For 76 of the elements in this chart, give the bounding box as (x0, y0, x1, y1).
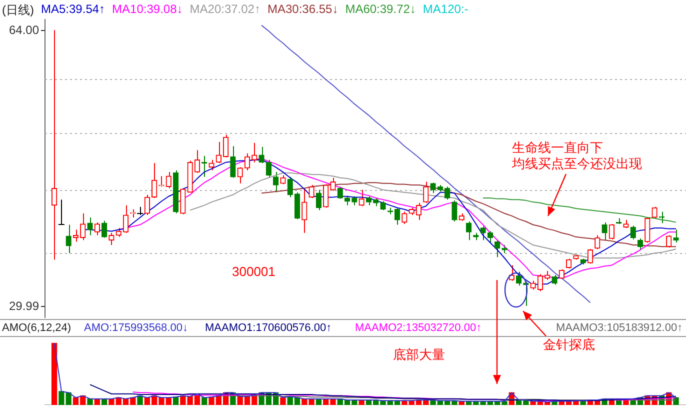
candlestick (452, 200, 458, 222)
candlestick (402, 211, 408, 224)
candlestick (266, 159, 272, 178)
candlestick (66, 224, 72, 254)
candlestick (494, 240, 500, 258)
candlestick (602, 222, 608, 241)
candlestick (430, 182, 436, 194)
text: MA10:39.08↓ (112, 2, 183, 19)
candlestick (166, 172, 172, 189)
bar (87, 398, 93, 405)
candlestick (208, 159, 214, 171)
candlestick (244, 152, 250, 171)
chart-title: AMO(6,12,24) (2, 322, 72, 334)
candlestick (152, 162, 158, 198)
candlestick (594, 234, 600, 250)
candlestick (158, 176, 164, 188)
candlestick (108, 232, 114, 246)
annotation: 均线买点至今还没出现 (512, 155, 642, 173)
candlestick (302, 188, 308, 234)
annotation: 300001 (232, 264, 276, 279)
text: MAAMO2:135032720.00↑ (355, 322, 482, 334)
candlestick (230, 146, 236, 178)
bar (51, 342, 58, 405)
text: AMO:175993568.00↓ (84, 322, 188, 334)
candlestick (237, 166, 243, 184)
candlestick (323, 184, 329, 208)
candlestick (666, 234, 672, 248)
candlestick (552, 274, 558, 286)
y-tick-label: 64.00 (8, 22, 40, 37)
candlestick (608, 223, 615, 240)
candlestick (566, 258, 572, 270)
candlestick (101, 220, 108, 238)
bar (202, 397, 208, 405)
text: MA20:37.02↑ (190, 2, 260, 19)
candlestick (222, 134, 229, 158)
candlestick (87, 216, 93, 236)
candlestick (58, 199, 65, 225)
candlestick (316, 189, 322, 211)
candlestick (308, 184, 314, 198)
candlestick (258, 146, 264, 164)
candlestick (80, 212, 86, 241)
candlestick (658, 211, 665, 224)
candlestick (216, 142, 222, 164)
candlestick (466, 221, 472, 241)
candlestick (51, 30, 58, 260)
candlestick (294, 192, 300, 220)
candlestick (337, 186, 343, 200)
candlestick (194, 150, 200, 174)
candlestick (252, 142, 258, 163)
candlestick (423, 181, 429, 204)
candlestick (416, 202, 422, 220)
candlestick (487, 230, 494, 244)
bar (280, 397, 286, 405)
candlestick (94, 222, 100, 236)
annotation: 生命线一直向下 (512, 139, 603, 157)
candlestick (587, 248, 594, 264)
candlestick (122, 204, 129, 234)
candlestick (673, 229, 679, 244)
text: MAAMO1:170600576.00↑ (205, 322, 332, 334)
annotation: 底部大量 (393, 346, 445, 364)
candlestick (330, 177, 336, 192)
text: MA60:39.72↓ (345, 2, 416, 19)
candlestick (394, 208, 400, 226)
candlestick (537, 274, 544, 292)
candlestick (358, 189, 364, 207)
candlestick (287, 176, 293, 198)
text: MA30:36.55↓ (267, 2, 338, 19)
legend-label: MA120:- (422, 2, 468, 19)
text: MAAMO3:105183912.00↑ (556, 322, 683, 334)
candlestick (630, 225, 636, 240)
annotation: 金针探底 (543, 336, 595, 354)
candlestick (144, 194, 150, 216)
y-tick-label: 29.99 (8, 298, 40, 313)
chart-title: (日线) (2, 2, 34, 19)
text: MA5:39.54↑ (41, 2, 106, 19)
candlestick (480, 226, 486, 241)
